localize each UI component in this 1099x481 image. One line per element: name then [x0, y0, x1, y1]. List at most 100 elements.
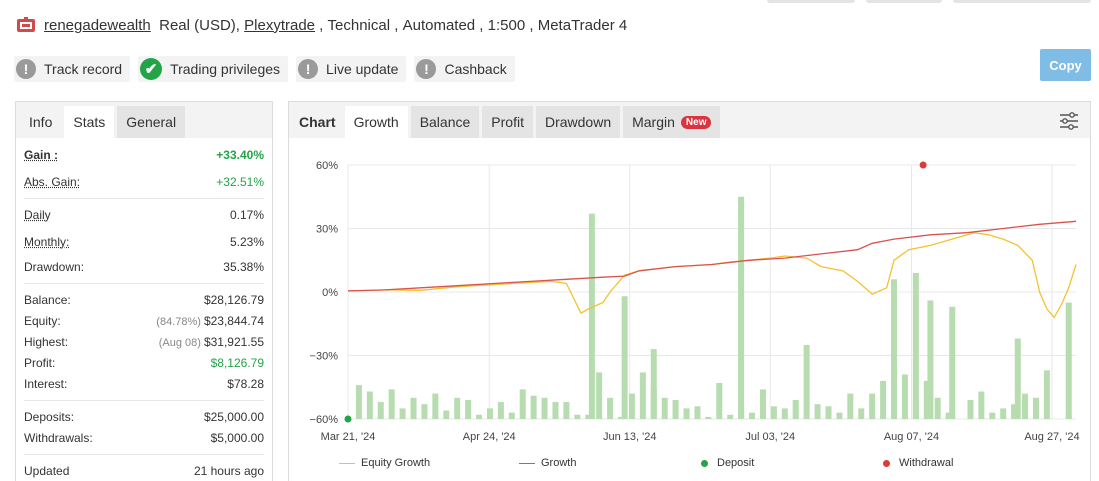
monthly-label[interactable]: Monthly:	[24, 234, 70, 249]
legend-swatch	[883, 459, 890, 467]
bar	[377, 402, 384, 419]
bar	[770, 406, 777, 419]
equity-value: $23,844.74	[203, 313, 264, 328]
drawdown-label: Drawdown:	[24, 259, 85, 274]
bar	[738, 196, 745, 419]
tab-stats[interactable]: Stats	[64, 106, 115, 138]
equity-note: (84.78%)	[156, 315, 201, 328]
balance-label: Balance:	[24, 292, 71, 307]
bar	[1014, 338, 1021, 419]
bar	[465, 399, 472, 419]
bar	[934, 397, 941, 419]
bar	[1022, 393, 1029, 419]
stats-panel: Info Stats General Gain : +33.40% Abs. Ga…	[15, 101, 273, 481]
highest-note: (Aug 08)	[158, 336, 201, 349]
bar	[366, 391, 373, 419]
tab-general[interactable]: General	[117, 106, 186, 138]
bar	[967, 399, 974, 419]
gain-value: +33.40%	[216, 147, 264, 162]
x-tick-label: Jul 03, '24	[745, 431, 795, 443]
abs-gain-label[interactable]: Abs. Gain:	[24, 174, 81, 189]
gain-label[interactable]: Gain :	[24, 147, 59, 162]
bar	[792, 399, 799, 419]
bar	[803, 344, 810, 419]
tab-info[interactable]: Info	[29, 114, 53, 130]
tab-margin[interactable]: Margin New	[623, 106, 721, 138]
interest-label: Interest:	[24, 376, 68, 391]
legend-withdrawal[interactable]: Withdrawal	[883, 457, 953, 469]
highest-value: $31,921.55	[203, 334, 264, 349]
legend-equity[interactable]: Equity Growth	[339, 457, 519, 469]
tab-profit[interactable]: Profit	[482, 106, 533, 138]
monthly-value: 5.23%	[229, 234, 264, 249]
legend-label: Deposit	[717, 457, 755, 469]
bar	[694, 406, 701, 419]
x-tick-label: Mar 21, '24	[321, 431, 376, 443]
bar	[618, 416, 624, 419]
bar	[486, 408, 493, 419]
bar	[869, 393, 876, 419]
legend-growth[interactable]: Growth	[519, 457, 701, 469]
tab-growth[interactable]: Growth	[344, 106, 408, 138]
growth-chart[interactable]: 60% 30% 0% −30% −60% Mar 21, '24 Apr 24, '24 Ju…	[289, 138, 1092, 456]
top-stub	[953, 0, 1091, 3]
top-stub	[767, 0, 855, 3]
stat-deposits: Deposits: $25,000.00	[24, 406, 264, 427]
deposits-label: Deposits:	[24, 409, 75, 424]
legend-deposit[interactable]: Deposit	[701, 457, 883, 469]
y-tick-label: 30%	[316, 224, 338, 236]
legend-swatch	[519, 462, 535, 464]
stat-withdrawals: Withdrawals: $5,000.00	[24, 427, 264, 448]
y-tick-label: 60%	[316, 160, 338, 172]
account-name-link[interactable]: renegadewealth	[44, 16, 151, 34]
equity-label: Equity:	[24, 313, 61, 328]
bar	[683, 408, 690, 419]
highest-label: Highest:	[24, 334, 69, 349]
bar	[355, 385, 362, 419]
badge-cashback[interactable]: ! Cashback	[414, 56, 515, 82]
bar	[1032, 397, 1039, 419]
bar	[497, 402, 504, 419]
daily-value: 0.17%	[229, 207, 264, 222]
bar	[410, 397, 417, 419]
daily-label[interactable]: Daily	[24, 207, 51, 222]
badge-label: Live update	[326, 61, 399, 77]
check-icon: ✔	[140, 58, 163, 80]
bar	[1043, 370, 1050, 419]
x-tick-label: Apr 24, '24	[463, 431, 516, 443]
bar	[552, 402, 559, 419]
bar	[399, 408, 406, 419]
badge-live-update[interactable]: ! Live update	[296, 56, 407, 82]
bar	[901, 374, 908, 419]
tab-balance[interactable]: Balance	[410, 106, 480, 138]
stat-gain: Gain : +33.40%	[24, 144, 264, 165]
profit-value: $8,126.79	[210, 355, 264, 370]
bar	[519, 389, 526, 419]
stat-daily: Daily 0.17%	[24, 204, 264, 225]
profit-label: Profit:	[24, 355, 56, 370]
tab-drawdown[interactable]: Drawdown	[535, 106, 621, 138]
trading-style: Technical	[327, 16, 391, 34]
updated-value: 21 hours ago	[193, 463, 264, 478]
chart-legend: Equity Growth Growth Deposit Withdrawal	[339, 457, 953, 469]
stat-drawdown: Drawdown: 35.38%	[24, 256, 264, 277]
x-tick-label: Aug 07, '24	[884, 431, 939, 443]
bar	[388, 389, 395, 419]
drawdown-value: 35.38%	[223, 259, 264, 274]
badge-track-record[interactable]: ! Track record	[14, 56, 131, 82]
bar	[585, 414, 592, 419]
bar	[432, 393, 439, 419]
bar	[530, 395, 537, 419]
settings-sliders-icon[interactable]	[1058, 110, 1080, 132]
exclamation-icon: !	[416, 59, 437, 79]
broker-link[interactable]: Plexytrade	[244, 16, 316, 34]
stat-interest: Interest: $78.28	[24, 373, 264, 394]
legend-swatch	[339, 462, 355, 464]
badge-trading-privileges[interactable]: ✔ Trading privileges	[138, 56, 289, 82]
stat-abs-gain: Abs. Gain: +32.51%	[24, 171, 264, 192]
withdrawal-marker	[919, 161, 927, 169]
bar	[1000, 408, 1007, 419]
copy-button[interactable]: Copy	[1040, 49, 1091, 81]
exclamation-icon: !	[16, 59, 36, 79]
bar	[989, 412, 996, 419]
